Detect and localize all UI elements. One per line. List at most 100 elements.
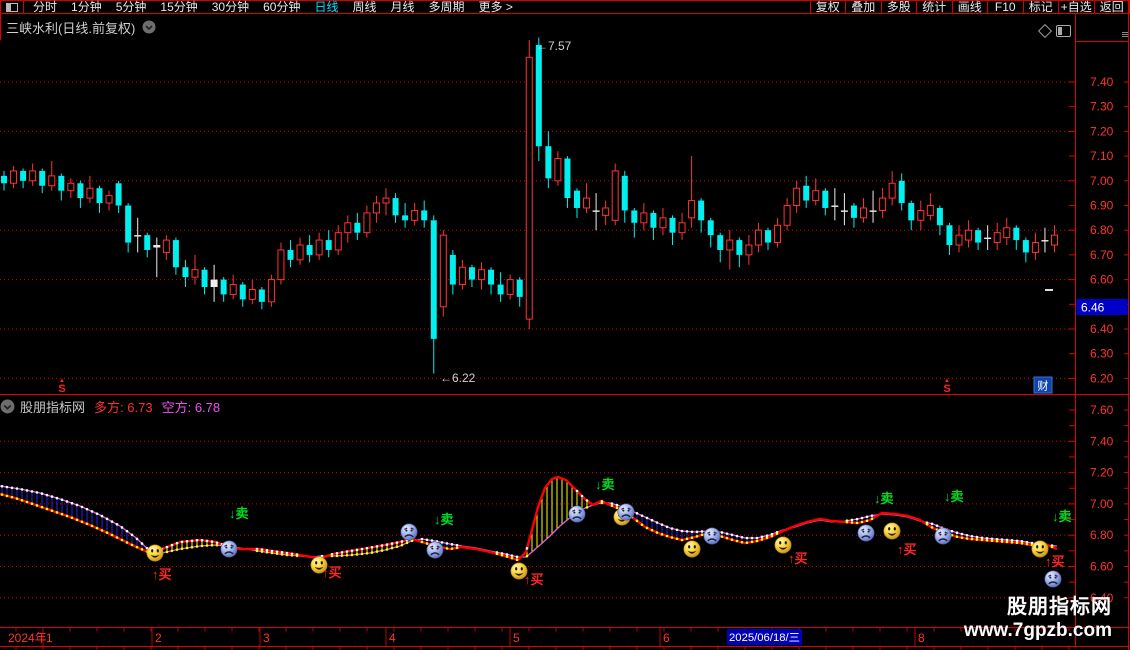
price-label: 7.10 [1090,149,1114,163]
tab-daily[interactable]: 日线 [314,0,339,14]
candle [850,203,857,228]
candle [965,220,973,248]
candle [20,168,27,189]
ex-rights-marker: S [943,383,950,395]
candle [325,230,332,258]
toolbar: 分时 1分钟 5分钟 15分钟 30分钟 60分钟 日线 周线 月线 多周期 更多 > 复权 叠加 多股… [0,0,1130,14]
candle [984,225,992,250]
titlebar: 三峡水利(日线.前复权) [0,14,1130,40]
buy-smiley-icon [510,562,528,580]
sell-sad-icon [703,527,721,545]
candle [1041,227,1049,253]
toolbar-right: 复权 叠加 多股 统计 画线 F10 标记 +自选 返回 [809,1,1130,13]
cursor-date-value: 2025/06/18/三 [729,632,800,644]
add-watchlist-button[interactable]: +自选 [1058,1,1094,13]
page-title[interactable]: 三峡水利(日线.前复权) [6,20,136,36]
candle [287,240,294,268]
sell-sad-icon [400,523,418,541]
latest-price-dash [1045,289,1053,291]
candle [1003,217,1011,246]
tab-monthly[interactable]: 月线 [390,0,415,14]
mark-button[interactable]: 标记 [1022,1,1059,13]
candle [583,183,591,213]
candle [545,131,552,189]
buy-smiley-icon [774,536,792,554]
sell-sad-icon [1044,570,1062,588]
tab-60min[interactable]: 60分钟 [263,0,301,14]
sell-signal-label: ↓卖 [874,491,894,506]
candle [239,282,246,307]
tab-realtime[interactable]: 分时 [33,0,58,14]
candle [650,210,657,241]
candle [182,259,189,288]
buy-signal-label: ↑买 [1045,554,1065,569]
candle [144,232,151,258]
price-label: 6.40 [1090,591,1114,605]
candle [315,232,323,260]
tab-15min[interactable]: 15分钟 [160,0,198,14]
indicator-bull-value: 多方: 6.73 [94,399,153,415]
candle [134,217,142,253]
candle [449,249,456,295]
candle [602,200,610,226]
high-price-annotation: ←7.57 [536,39,572,53]
tab-weekly[interactable]: 周线 [352,0,377,14]
title-chevron-down-icon[interactable] [142,20,156,34]
candle [229,274,237,300]
candle [277,242,285,285]
candle [869,190,877,223]
candle [640,203,648,231]
price-label: 6.90 [1090,199,1114,213]
panel-toggle-icon[interactable] [1056,25,1071,37]
candle [48,161,56,191]
price-label: 6.70 [1090,248,1114,262]
overlay-button[interactable]: 叠加 [845,1,881,13]
window-split-icon[interactable] [1,1,24,13]
candle [402,203,409,228]
tab-30min[interactable]: 30分钟 [211,0,250,14]
tab-1min[interactable]: 1分钟 [71,0,102,14]
candle [210,264,218,302]
tab-more[interactable]: 更多 > [478,0,513,14]
draw-line-button[interactable]: 画线 [951,1,988,13]
tab-multi-period[interactable]: 多周期 [428,0,465,14]
stats-button[interactable]: 统计 [916,1,952,13]
candle [554,151,562,186]
candle [39,168,46,194]
svg-text:S: S [943,383,950,395]
svg-text:▲: ▲ [59,378,65,384]
price-axis [1069,81,1128,599]
candle [478,262,485,290]
sell-sad-icon [934,527,952,545]
candle [468,264,475,288]
price-label: 6.80 [1090,223,1114,237]
candle [993,222,1001,250]
tab-5min[interactable]: 5分钟 [115,0,147,14]
buy-smiley-icon [683,540,701,558]
candle [754,222,762,253]
candle [955,225,963,253]
buy-smiley-icon [1031,540,1049,558]
sell-signal-label: ↓卖 [229,506,249,521]
candle [975,227,982,250]
indicator-name[interactable]: 股朋指标网 [20,399,86,415]
indicator-chevron-down-icon[interactable] [0,399,15,414]
buy-smiley-icon [146,544,164,562]
candle [936,205,943,236]
candle [67,178,75,199]
scrollbar-grip[interactable] [1122,32,1128,38]
f10-button[interactable]: F10 [987,1,1023,13]
price-label: 7.00 [1090,497,1114,511]
buy-signal-label: ↑买 [322,565,342,580]
cursor-date-box [727,629,802,645]
candle [344,215,352,243]
month-label: 2 [155,631,162,645]
candle [793,180,801,213]
multi-stock-button[interactable]: 多股 [880,1,917,13]
candle [888,170,896,206]
candle [726,230,734,270]
adjust-button[interactable]: 复权 [809,1,846,13]
finance-badge[interactable] [1033,376,1053,394]
